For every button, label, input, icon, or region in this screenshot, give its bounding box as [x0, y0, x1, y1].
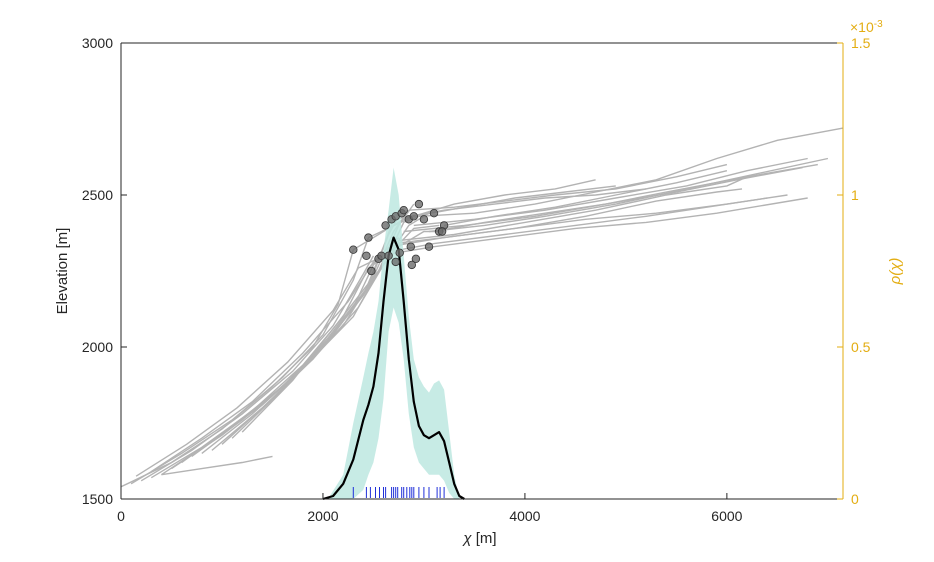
- y2-axis-ticks: 0 0.5 1 1.5: [837, 35, 871, 507]
- knickpoint-26: [396, 249, 404, 257]
- knickpoint-19: [438, 228, 446, 236]
- knickpoint-21: [407, 243, 415, 251]
- x-tick-label-1: 0: [117, 508, 125, 524]
- rug-marks: [353, 487, 444, 498]
- x-tick-label-4: 6000: [711, 508, 742, 524]
- knickpoint-3: [363, 252, 371, 260]
- y-tick-label-2: 2000: [82, 339, 113, 355]
- knickpoint-6: [378, 252, 386, 260]
- y2-exponent-label: ×10-3: [850, 19, 883, 35]
- y2-tick-label-4: 1.5: [851, 35, 871, 51]
- profile-line-1: [121, 250, 353, 487]
- river-profiles: [121, 128, 843, 487]
- y-tick-label-4: 3000: [82, 35, 113, 51]
- profile-line-2: [131, 238, 368, 484]
- knickpoint-2: [365, 234, 373, 242]
- x-axis-label: χ [m]: [461, 530, 496, 547]
- profile-line-21: [414, 159, 808, 226]
- knickpoint-20: [425, 243, 433, 251]
- x-tick-label-3: 4000: [509, 508, 540, 524]
- y-axis-label: Elevation [m]: [54, 228, 71, 315]
- y2-exponent: -3: [874, 19, 883, 30]
- y2-tick-label-2: 0.5: [851, 339, 871, 355]
- profile-line-3: [141, 256, 373, 481]
- y-tick-label-1: 1500: [82, 491, 113, 507]
- knickpoint-24: [385, 252, 393, 260]
- y-axis-ticks: 1500 2000 2500 3000: [82, 35, 127, 507]
- knickpoint-14: [415, 200, 423, 208]
- y2-tick-label-3: 1: [851, 187, 859, 203]
- x-axis-ticks: 0 2000 4000 6000: [117, 493, 743, 524]
- x-tick-label-2: 2000: [307, 508, 338, 524]
- knickpoint-15: [420, 216, 428, 224]
- profile-line-15: [136, 256, 383, 476]
- y2-axis-label: ρ(χ): [887, 258, 904, 286]
- knickpoint-23: [408, 261, 416, 269]
- knickpoint-4: [368, 267, 376, 275]
- knickpoint-11: [400, 206, 408, 214]
- knickpoint-16: [430, 209, 438, 217]
- y-tick-label-3: 2500: [82, 187, 113, 203]
- x-axis-unit: [m]: [472, 530, 497, 547]
- y2-multiplier: ×10: [850, 19, 874, 35]
- profile-line-30: [429, 159, 828, 232]
- axes-frame: [121, 43, 843, 499]
- y2-tick-label-1: 0: [851, 491, 859, 507]
- knickpoint-1: [350, 246, 358, 254]
- knickpoint-25: [392, 258, 400, 266]
- knickpoint-13: [410, 213, 418, 221]
- knickpoint-7: [382, 222, 390, 230]
